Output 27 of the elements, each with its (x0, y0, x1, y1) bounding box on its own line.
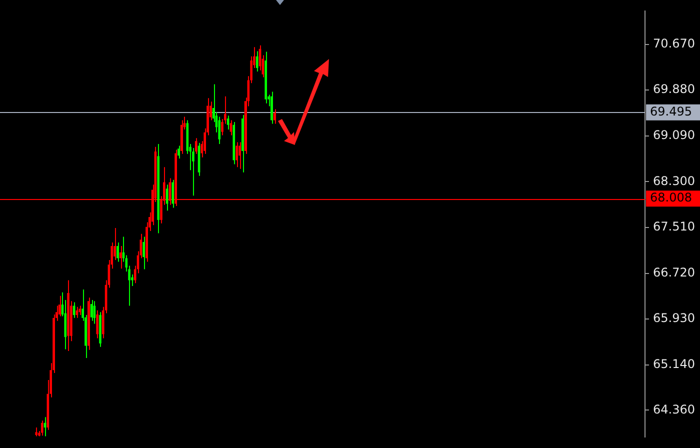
candlestick (72, 302, 76, 318)
candlestick (78, 305, 82, 316)
candlestick (270, 91, 273, 124)
candlestick (178, 145, 180, 159)
candlestick (238, 142, 241, 170)
candlestick (194, 138, 198, 154)
y-tick-label: 70.670 (653, 36, 695, 50)
candlestick (172, 179, 174, 208)
y-tick-label: 67.510 (653, 220, 695, 234)
candlestick (236, 142, 238, 168)
y-tick-label: 64.360 (653, 402, 695, 416)
candlestick (116, 242, 119, 262)
y-tick-label: 69.090 (653, 128, 695, 142)
y-tick-label: 68.300 (653, 174, 695, 188)
candlestick (192, 148, 194, 196)
y-tick-label: 66.720 (653, 265, 695, 280)
candlestick (142, 236, 145, 270)
candlestick (96, 310, 98, 339)
y-tick-label: 65.140 (653, 357, 695, 372)
candlestick (256, 50, 258, 72)
ref-line-label: 68.008 (650, 190, 692, 205)
candlestick (218, 116, 221, 144)
candlestick (114, 228, 116, 260)
ref-line-label: 69.495 (650, 104, 692, 119)
y-tick-label: 65.930 (653, 311, 695, 326)
y-tick-label: 69.880 (653, 82, 695, 96)
candlestick (40, 420, 44, 436)
